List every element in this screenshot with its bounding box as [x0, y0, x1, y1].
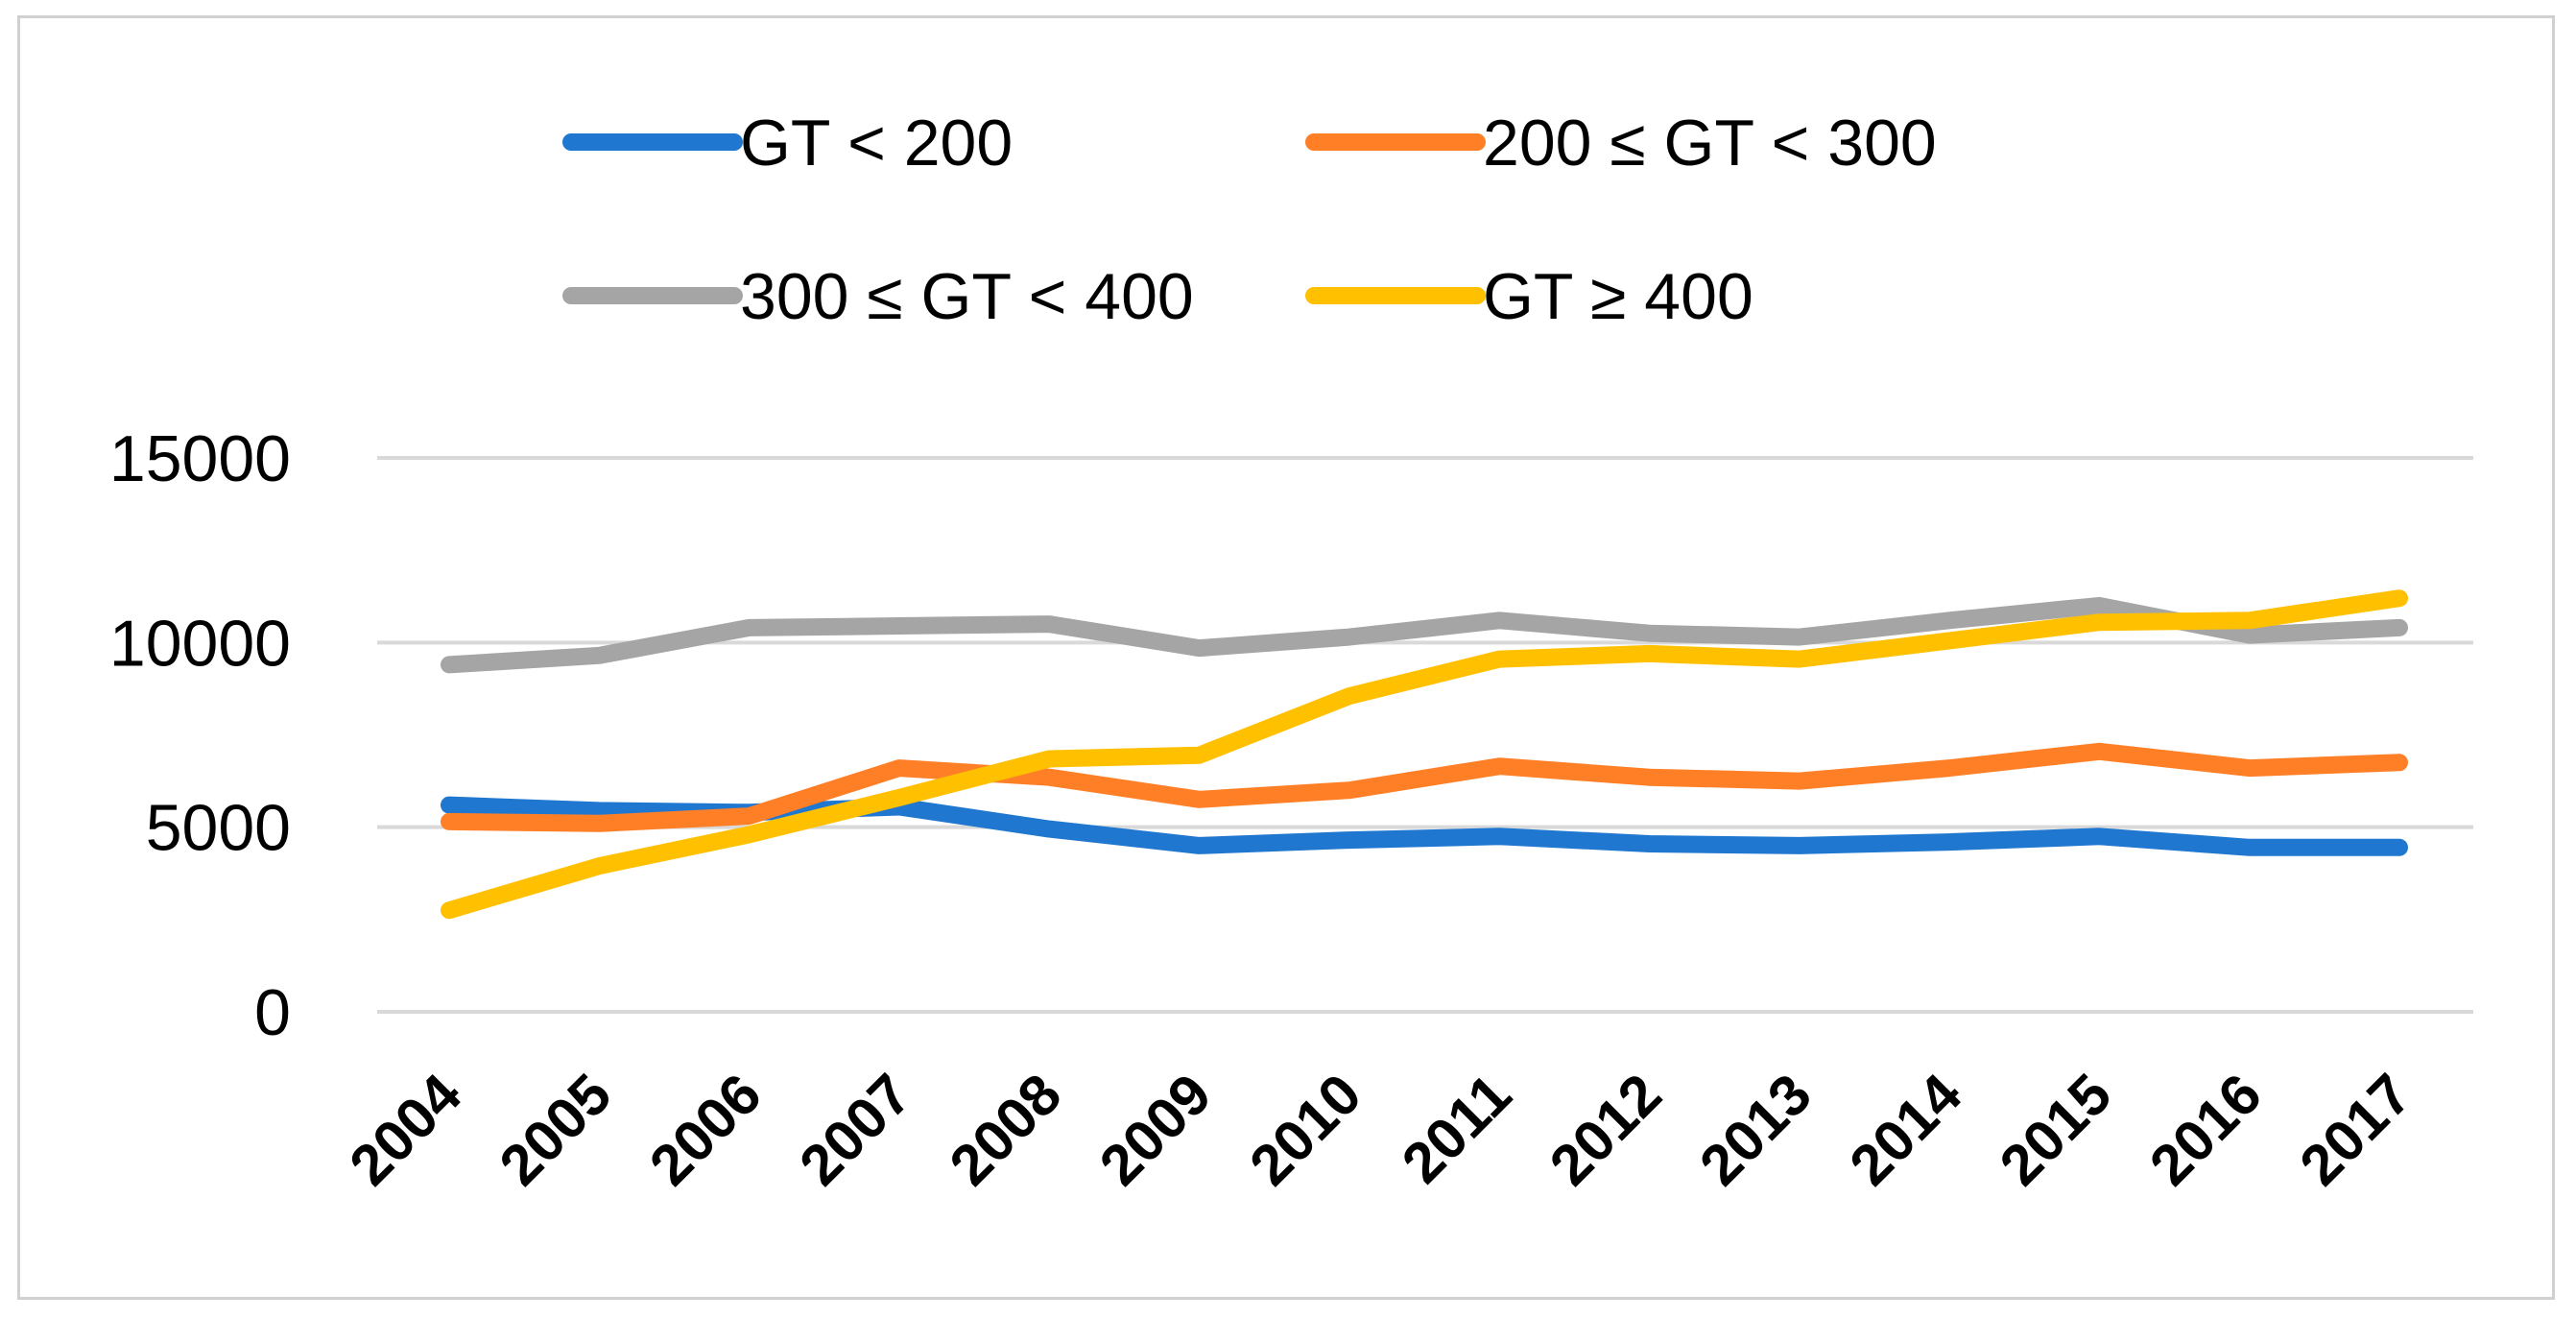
series-lines [441, 589, 2408, 920]
x-tick-label: 2011 [1390, 1062, 1523, 1195]
x-tick-label: 2006 [637, 1062, 774, 1198]
x-tick-label: 2009 [1087, 1062, 1224, 1198]
x-tick-label: 2004 [337, 1061, 473, 1197]
x-tick-label: 2017 [2287, 1062, 2423, 1198]
x-tick-label: 2010 [1237, 1062, 1373, 1198]
y-tick-label: 5000 [146, 792, 291, 865]
series-line-3 [441, 589, 2408, 920]
x-tick-label: 2012 [1538, 1062, 1674, 1198]
x-tick-label: 2007 [787, 1062, 923, 1198]
legend: GT < 200 200 ≤ GT < 300 300 ≤ GT < 400 GT ≥… [562, 107, 1937, 333]
series-line-1 [441, 742, 2408, 832]
gridlines [377, 456, 2473, 1014]
series-line-2 [441, 596, 2408, 674]
legend-label-3: GT ≥ 400 [1483, 260, 1753, 333]
x-tick-label: 2013 [1687, 1062, 1824, 1198]
y-tick-label: 15000 [109, 422, 291, 495]
x-tick-label: 2014 [1838, 1061, 1974, 1197]
x-axis-ticks: 2004 2005 2006 2007 2008 2009 2010 2011 2012 2013… [337, 1061, 2423, 1197]
y-tick-label: 10000 [109, 607, 291, 680]
legend-label-0: GT < 200 [740, 107, 1013, 180]
y-axis-ticks: 0 5000 10000 15000 [109, 422, 291, 1049]
x-tick-label: 2016 [2137, 1062, 2274, 1198]
legend-label-1: 200 ≤ GT < 300 [1483, 107, 1937, 180]
legend-label-2: 300 ≤ GT < 400 [740, 260, 1194, 333]
line-chart: GT < 200 200 ≤ GT < 300 300 ≤ GT < 400 GT ≥… [109, 107, 2473, 1198]
y-tick-label: 0 [254, 976, 291, 1049]
x-tick-label: 2008 [938, 1062, 1074, 1198]
chart-frame: GT < 200 200 ≤ GT < 300 300 ≤ GT < 400 GT ≥… [17, 15, 2555, 1300]
x-tick-label: 2015 [1988, 1062, 2124, 1198]
x-tick-label: 2005 [488, 1062, 624, 1198]
